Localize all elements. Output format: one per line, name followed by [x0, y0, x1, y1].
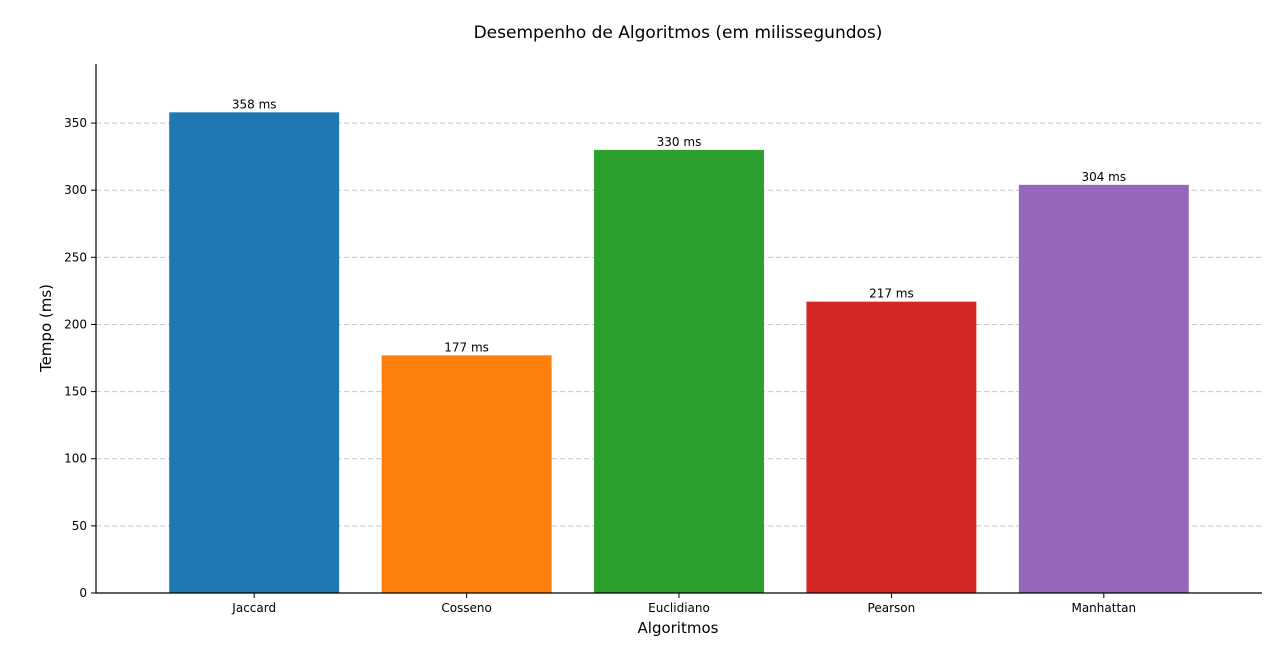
x-tick-label: Jaccard — [231, 601, 276, 615]
data-label: 217 ms — [869, 287, 914, 301]
y-tick-label: 0 — [79, 586, 87, 600]
y-tick-label: 300 — [64, 183, 87, 197]
data-label: 330 ms — [657, 135, 702, 149]
x-tick-label: Pearson — [868, 601, 916, 615]
chart-title: Desempenho de Algoritmos (em milissegund… — [474, 23, 883, 43]
bar — [1018, 184, 1189, 593]
y-tick-label: 50 — [72, 519, 87, 533]
y-tick-label: 100 — [64, 452, 87, 466]
data-label: 304 ms — [1081, 170, 1126, 184]
data-label: 358 ms — [232, 97, 277, 111]
bar — [381, 355, 552, 593]
data-labels: 358 ms 177 ms 330 ms 217 ms 304 ms — [232, 97, 1126, 354]
x-tick-label: Euclidiano — [648, 601, 710, 615]
y-axis-label: Tempo (ms) — [37, 284, 55, 373]
data-label: 177 ms — [444, 340, 489, 354]
bars — [169, 112, 1189, 593]
bar — [169, 112, 340, 593]
y-tick-label: 150 — [64, 385, 87, 399]
x-axis-label: Algoritmos — [638, 619, 719, 637]
y-tick-label: 250 — [64, 250, 87, 264]
bar — [594, 149, 764, 593]
y-tick-label: 350 — [64, 116, 87, 130]
axes: 0 50 100 150 200 250 300 350 Jaccard Cosseno Eucli… — [64, 64, 1262, 615]
x-tick-label: Manhattan — [1071, 601, 1136, 615]
x-tick-label: Cosseno — [441, 601, 492, 615]
bar — [806, 301, 977, 593]
y-tick-label: 200 — [64, 317, 87, 331]
